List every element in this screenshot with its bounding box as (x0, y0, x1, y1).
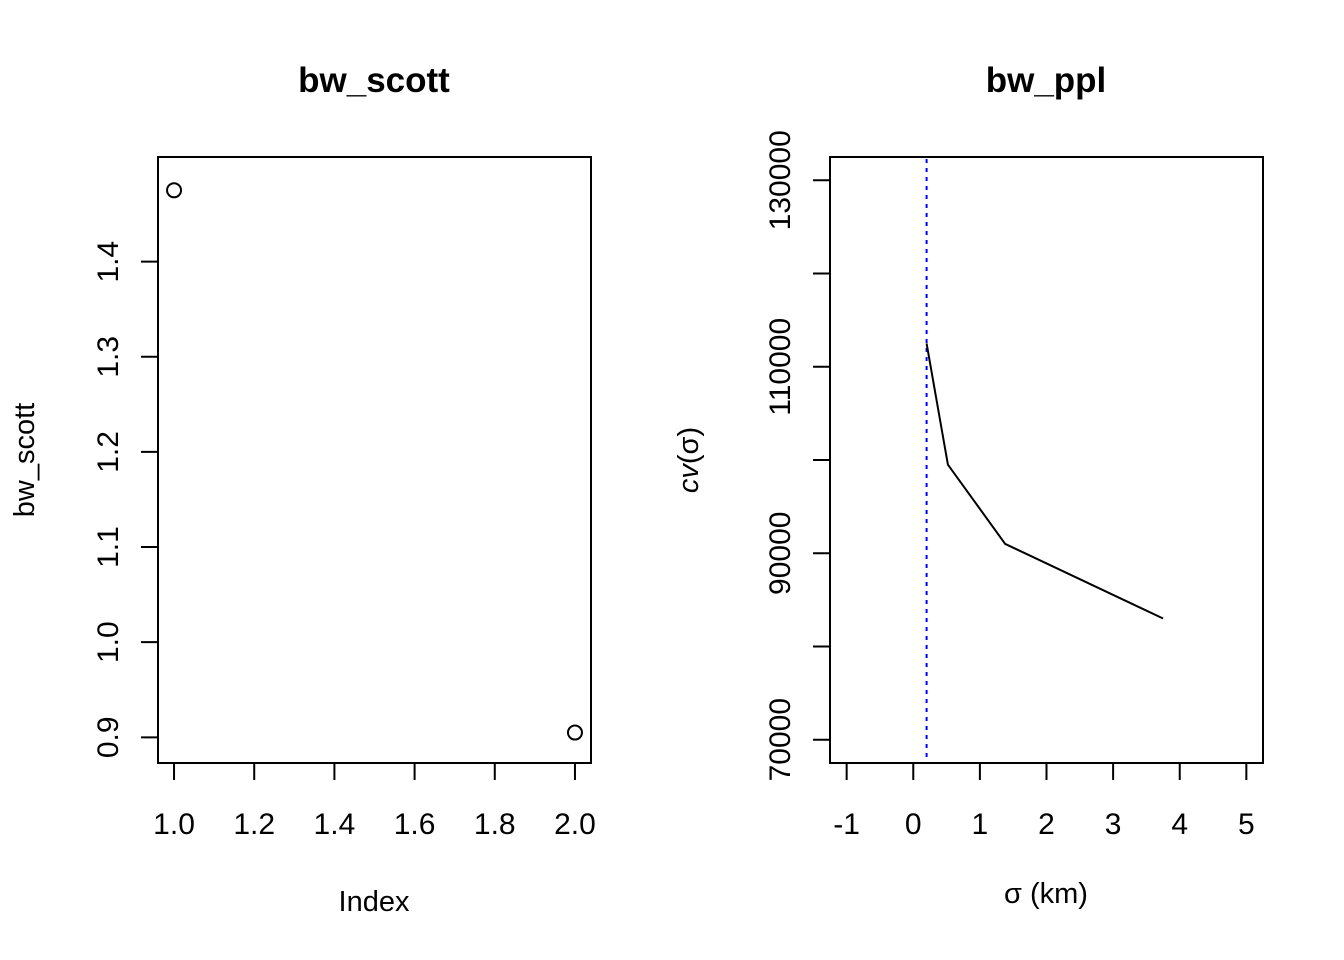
plot-frame (157, 156, 592, 764)
x-axis-label-symbol: σ (1004, 878, 1022, 910)
x-tick-label: 0 (905, 808, 922, 841)
data-point (566, 724, 583, 741)
y-axis-label: cv(σ) (673, 427, 705, 493)
y-tick-label: 1.3 (92, 336, 125, 378)
y-tick-label: 1.2 (92, 431, 125, 473)
x-tick-label: 4 (1171, 808, 1188, 841)
y-tick-label: 0.9 (92, 716, 125, 758)
x-axis-label-unit: (km) (1022, 878, 1088, 910)
y-tick-label: 90000 (764, 512, 797, 595)
x-tick-label: 1.4 (314, 808, 356, 841)
x-tick-label: 1.0 (153, 808, 195, 841)
panel-bw-scott: bw_scott 1.0 1.2 1.4 1.6 1.8 2.0 0.9 1.0 1.1 1.2… (9, 61, 596, 918)
y-axis-label-symbol: σ (673, 436, 705, 454)
data-series (925, 159, 1164, 761)
chart-title: bw_scott (298, 61, 450, 100)
x-axis-label: σ (km) (1004, 878, 1088, 910)
x-tick-label: 2 (1038, 808, 1055, 841)
y-axis-label-close-paren: ) (673, 427, 705, 437)
x-tick-label: 1 (972, 808, 989, 841)
y-axis-label-open-paren: ( (673, 454, 705, 464)
y-tick-label: 70000 (764, 698, 797, 781)
y-tick-label: 130000 (764, 130, 797, 230)
chart-title: bw_ppl (986, 61, 1107, 100)
x-tick-label: 5 (1238, 808, 1255, 841)
data-point (166, 182, 183, 199)
plot-frame (829, 156, 1264, 764)
x-tick-label: 1.6 (394, 808, 436, 841)
y-axis: 0.9 1.0 1.1 1.2 1.3 1.4 (92, 241, 159, 758)
data-points (166, 182, 583, 741)
series-line (925, 343, 1164, 620)
y-axis-label-func: cv (673, 463, 705, 494)
y-tick-label: 110000 (764, 318, 797, 416)
y-axis: 70000 90000 110000 130000 (764, 130, 831, 781)
x-axis: -1 0 1 2 3 4 5 (833, 762, 1255, 841)
x-tick-label: 1.2 (233, 808, 275, 841)
y-tick-label: 1.0 (92, 621, 125, 663)
y-tick-label: 1.4 (92, 241, 125, 283)
y-tick-label: 1.1 (92, 526, 125, 568)
x-axis: 1.0 1.2 1.4 1.6 1.8 2.0 (153, 762, 596, 841)
x-tick-label: 2.0 (554, 808, 596, 841)
x-tick-label: 3 (1105, 808, 1122, 841)
x-tick-label: 1.8 (474, 808, 516, 841)
x-tick-label: -1 (833, 808, 860, 841)
y-axis-label: bw_scott (9, 403, 41, 517)
x-axis-label: Index (339, 886, 410, 918)
panel-bw-ppl: bw_ppl -1 0 1 2 3 4 5 70000 90000 110000 130000 σ… (673, 61, 1264, 910)
